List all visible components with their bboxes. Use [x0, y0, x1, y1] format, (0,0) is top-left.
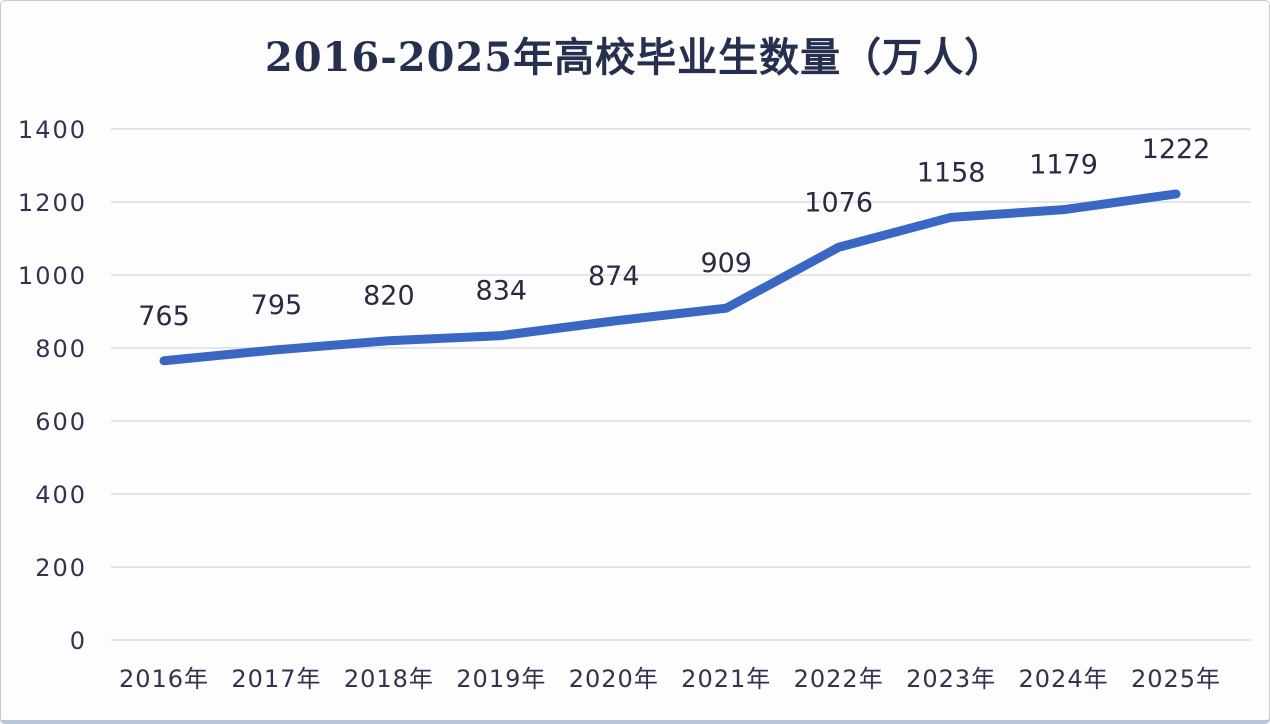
y-tick-label: 200 [35, 554, 87, 582]
x-tick-label: 2017年 [231, 665, 321, 693]
data-point-labels: 765 795 820 834 874 909 1076 1158 1179 1222 [138, 134, 1210, 332]
data-label: 1158 [917, 157, 986, 188]
data-label: 795 [251, 290, 303, 321]
y-tick-label: 1200 [18, 189, 87, 217]
x-tick-label: 2016年 [119, 665, 209, 693]
x-tick-label: 2021年 [681, 665, 771, 693]
y-tick-label: 600 [35, 408, 87, 436]
data-label: 909 [700, 248, 752, 279]
gridlines [111, 128, 1251, 641]
series-line [159, 189, 1181, 366]
x-tick-label: 2025年 [1131, 665, 1221, 693]
y-tick-label: 1000 [18, 262, 87, 290]
y-axis-labels: 0 200 400 600 800 1000 1200 1400 [18, 116, 87, 655]
data-label: 1076 [804, 187, 873, 218]
x-tick-label: 2022年 [794, 665, 884, 693]
data-label: 1179 [1029, 150, 1098, 181]
x-axis-labels: 2016年 2017年 2018年 2019年 2020年 2021年 2022年 2023年… [119, 665, 1221, 693]
x-tick-label: 2023年 [906, 665, 996, 693]
data-label: 1222 [1142, 134, 1211, 165]
data-label: 820 [363, 281, 415, 312]
data-label: 874 [588, 261, 640, 292]
y-tick-label: 1400 [18, 116, 87, 144]
x-tick-label: 2018年 [344, 665, 434, 693]
y-tick-label: 400 [35, 481, 87, 509]
x-tick-label: 2020年 [569, 665, 659, 693]
x-tick-label: 2024年 [1019, 665, 1109, 693]
x-tick-label: 2019年 [456, 665, 546, 693]
chart-title: 2016-2025年高校毕业生数量（万人） [264, 34, 1006, 81]
data-label: 765 [138, 301, 190, 332]
y-tick-label: 0 [70, 627, 87, 655]
data-label: 834 [476, 276, 528, 307]
y-tick-label: 800 [35, 335, 87, 363]
